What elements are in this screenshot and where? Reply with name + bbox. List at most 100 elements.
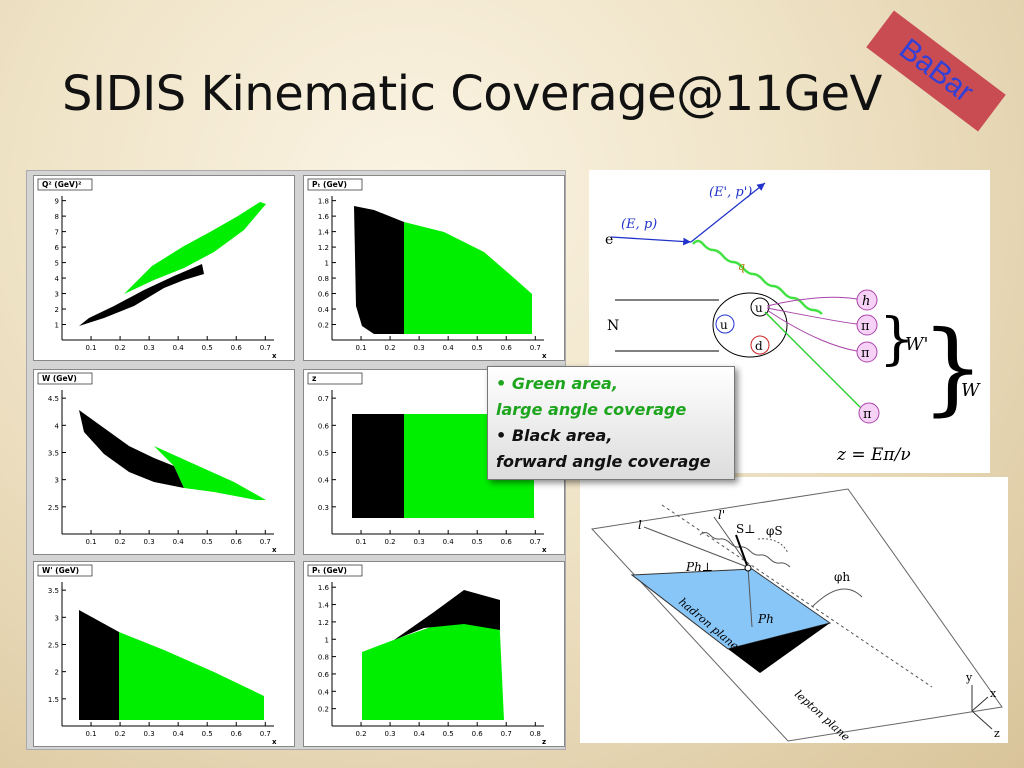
y-tick-label: 6	[55, 244, 60, 252]
wprime-label: W'	[905, 334, 928, 355]
y-tick-label: 4	[55, 275, 60, 283]
axis-x-label: x	[990, 687, 997, 700]
x-tick-label: 0.1	[355, 344, 366, 352]
coverage-region-green-1	[154, 446, 266, 500]
w-brace: }	[921, 309, 985, 426]
x-tick-label: 0.3	[414, 538, 425, 546]
y-axis-title-box	[37, 372, 93, 385]
x-tick-label: 0.4	[414, 730, 426, 738]
hadron-line-pi1	[766, 307, 858, 325]
x-tick-label: 0.6	[231, 344, 243, 352]
x-tick-label: 0.7	[260, 538, 271, 546]
y-tick-label: 1.2	[318, 619, 329, 627]
beam-out-label: (E', p')	[709, 185, 752, 200]
babar-badge: BaBar	[866, 10, 1006, 132]
plot-pt-vs-z-canvas: 0.2 0.3 0.4 0.5 0.6 0.7 0.8 0.2 0.4 0.6 0.8 1 1.2 1.4…	[307, 564, 546, 746]
legend-green-title: Green area,	[511, 374, 618, 393]
x-tick-label: 0.2	[115, 344, 126, 352]
coverage-legend-box: • Green area, large angle coverage • Bla…	[487, 366, 735, 480]
incoming-lepton-line	[643, 526, 751, 569]
y-tick-label: 3.5	[48, 449, 59, 457]
pion3-bubble	[858, 402, 880, 424]
x-tick-label: 0.5	[202, 730, 213, 738]
y-axis-title-box	[37, 178, 93, 191]
coverage-region-black-1	[394, 590, 500, 640]
photon-label: q	[738, 260, 745, 273]
z-formula: z = Eπ/ν	[836, 445, 911, 465]
lepton-in-label: l	[638, 518, 642, 532]
plot-pt-vs-z: 0.2 0.3 0.4 0.5 0.6 0.7 0.8 0.2 0.4 0.6 0.8 1 1.2 1.4…	[303, 561, 565, 747]
y-tick-label: 8	[55, 213, 59, 221]
x-tick-label: 0.4	[443, 538, 455, 546]
w-label: W	[961, 380, 981, 401]
legend-black-line2: forward angle coverage	[496, 452, 711, 471]
x-tick-label: 0.2	[115, 730, 126, 738]
plot-q2-vs-x-canvas: 0.1 0.2 0.3 0.4 0.5 0.6 0.7 1 2 3 4 5 6 7 8 9 Q² (GeV)² x	[37, 178, 277, 360]
axis-x-line	[971, 696, 989, 712]
x-tick-label: 0.5	[202, 344, 213, 352]
incoming-electron-line	[610, 236, 692, 246]
y-tick-label: 0.6	[318, 671, 330, 679]
quark-d	[750, 335, 770, 355]
x-tick-label: 0.4	[173, 344, 185, 352]
legend-green-line1: • Green area,	[496, 371, 726, 397]
coverage-region-black-0	[354, 206, 404, 334]
y-tick-label: 1	[325, 636, 329, 644]
coverage-region-black-0	[79, 264, 204, 326]
y-tick-label: 0.8	[318, 275, 329, 283]
spin-vector	[735, 534, 749, 569]
beam-in-label: (E, p)	[621, 217, 657, 232]
phi-s-arc	[757, 538, 789, 554]
lepton-plane	[590, 488, 1003, 742]
y-tick-label: 0.7	[318, 395, 329, 403]
y-tick-label: 1.6	[318, 213, 330, 221]
y-tick-label: 0.4	[318, 306, 330, 314]
x-tick-label: 0.2	[385, 344, 396, 352]
planes-canvas: l l' S⊥ φS Ph⊥ φh Ph hadron plane lepton…	[590, 488, 1003, 744]
y-tick-label: 1.4	[318, 229, 330, 237]
x-tick-label: 0.6	[231, 538, 243, 546]
x-tick-label: 0.2	[115, 538, 126, 546]
quark-u-struck	[750, 297, 770, 317]
ph-label: Ph	[757, 612, 774, 626]
y-tick-label: 1.8	[318, 198, 329, 206]
y-axis-title-box	[307, 564, 363, 577]
coverage-region-green-0	[362, 612, 504, 720]
quark-d-label: d	[755, 339, 763, 353]
legend-bullet-green: •	[496, 374, 507, 393]
x-tick-label: 0.6	[501, 538, 513, 546]
plot-w-vs-x: 0.1 0.2 0.3 0.4 0.5 0.6 0.7 2.5 3 3.5 4 4.5 W (GeV) x	[33, 369, 295, 555]
lepton-hadron-plane-diagram: l l' S⊥ φS Ph⊥ φh Ph hadron plane lepton…	[580, 477, 1008, 744]
y-tick-label: 5	[55, 260, 59, 268]
phi-h-label: φh	[834, 570, 850, 584]
y-axis-title-box	[37, 564, 93, 577]
phi-h-arc	[811, 588, 863, 608]
x-axis-title: x	[542, 352, 547, 360]
hadron-line-pi3	[764, 311, 864, 411]
x-tick-label: 0.3	[144, 538, 155, 546]
x-tick-label: 0.5	[472, 538, 483, 546]
x-tick-label: 0.5	[443, 730, 454, 738]
y-axis-title: z	[312, 374, 316, 383]
outgoing-electron-line	[690, 182, 766, 243]
interaction-vertex	[744, 564, 752, 572]
y-tick-label: 7	[55, 229, 59, 237]
y-tick-label: 2.5	[48, 504, 59, 512]
x-axis-title: x	[272, 738, 277, 746]
axis-z-label: z	[994, 727, 1000, 740]
ph-perp-label: Ph⊥	[685, 560, 713, 574]
pion2-label: π	[861, 346, 870, 361]
y-tick-label: 0.4	[318, 477, 330, 485]
babar-badge-label: BaBar	[893, 32, 980, 109]
legend-black-line1: • Black area,	[496, 423, 726, 449]
x-tick-label: 0.5	[202, 538, 213, 546]
x-tick-label: 0.7	[260, 730, 271, 738]
wprime-brace: }	[879, 307, 915, 372]
x-axis-title: z	[542, 738, 546, 746]
y-tick-label: 0.5	[318, 449, 329, 457]
y-tick-label: 0.6	[318, 291, 330, 299]
y-axis-title: Pₜ (GeV)	[312, 180, 347, 189]
legend-bullet-black: •	[496, 426, 507, 445]
coverage-region-green-1	[124, 202, 266, 294]
y-tick-label: 4	[55, 422, 60, 430]
